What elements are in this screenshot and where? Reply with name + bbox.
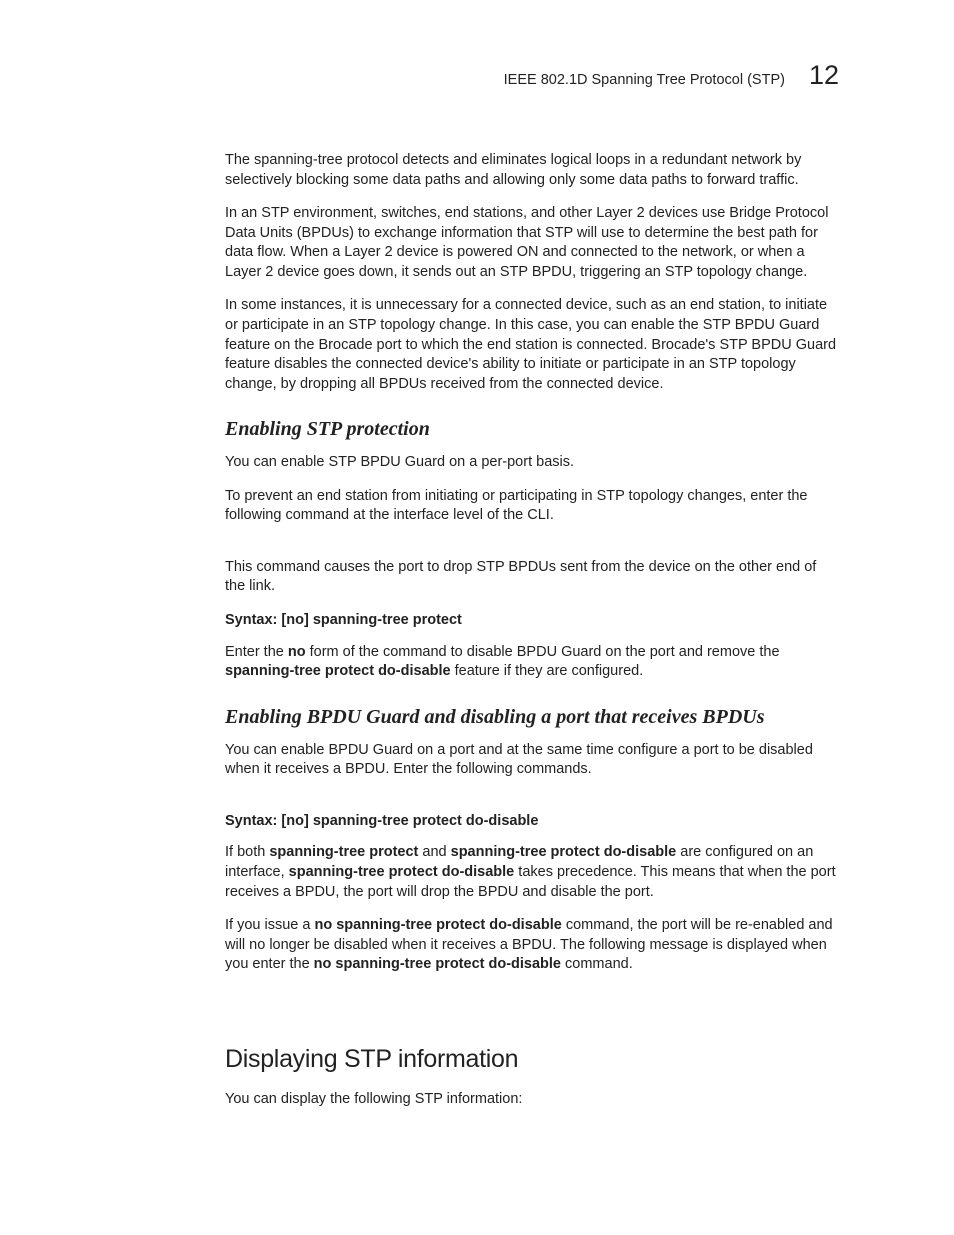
text-fragment: If you issue a bbox=[225, 917, 314, 933]
text-fragment: Enter the bbox=[225, 644, 288, 660]
intro-paragraph-2: In an STP environment, switches, end sta… bbox=[225, 204, 839, 282]
syntax-label: Syntax: bbox=[225, 612, 281, 628]
cli-keyword-no: no bbox=[288, 644, 306, 660]
text-fragment: If both bbox=[225, 844, 269, 860]
page-container: IEEE 802.1D Spanning Tree Protocol (STP)… bbox=[0, 0, 954, 1235]
section-heading-bpdu-guard: Enabling BPDU Guard and disabling a port… bbox=[225, 706, 839, 729]
section-heading-enabling-stp-protection: Enabling STP protection bbox=[225, 418, 839, 441]
sec2-p1: You can enable BPDU Guard on a port and … bbox=[225, 741, 839, 780]
header-title: IEEE 802.1D Spanning Tree Protocol (STP) bbox=[504, 72, 785, 88]
sec1-p2: To prevent an end station from initiatin… bbox=[225, 487, 839, 526]
syntax-command: [no] spanning-tree protect do-disable bbox=[281, 813, 538, 829]
sec3-p1: You can display the following STP inform… bbox=[225, 1090, 839, 1110]
sec2-syntax: Syntax: [no] spanning-tree protect do-di… bbox=[225, 812, 839, 832]
text-fragment: command. bbox=[561, 956, 633, 972]
chapter-number: 12 bbox=[809, 60, 839, 91]
sec1-syntax: Syntax: [no] spanning-tree protect bbox=[225, 611, 839, 631]
spacer bbox=[225, 540, 839, 558]
syntax-label: Syntax: bbox=[225, 813, 281, 829]
cli-command: spanning-tree protect bbox=[269, 844, 418, 860]
cli-command: no spanning-tree protect do-disable bbox=[314, 917, 561, 933]
sec1-p3: This command causes the port to drop STP… bbox=[225, 558, 839, 597]
sec1-p4: Enter the no form of the command to disa… bbox=[225, 643, 839, 682]
running-header: IEEE 802.1D Spanning Tree Protocol (STP)… bbox=[225, 60, 839, 91]
text-fragment: form of the command to disable BPDU Guar… bbox=[306, 644, 780, 660]
intro-paragraph-3: In some instances, it is unnecessary for… bbox=[225, 296, 839, 394]
text-fragment: feature if they are configured. bbox=[451, 663, 644, 679]
cli-command: no spanning-tree protect do-disable bbox=[314, 956, 561, 972]
sec1-p1: You can enable STP BPDU Guard on a per-p… bbox=[225, 453, 839, 473]
intro-paragraph-1: The spanning-tree protocol detects and e… bbox=[225, 151, 839, 190]
syntax-command: [no] spanning-tree protect bbox=[281, 612, 461, 628]
section-heading-displaying-stp: Displaying STP information bbox=[225, 1045, 839, 1074]
cli-command: spanning-tree protect do-disable bbox=[225, 663, 451, 679]
sec2-p3: If you issue a no spanning-tree protect … bbox=[225, 916, 839, 975]
text-fragment: and bbox=[418, 844, 450, 860]
sec2-p2: If both spanning-tree protect and spanni… bbox=[225, 843, 839, 902]
cli-command: spanning-tree protect do-disable bbox=[289, 864, 515, 880]
spacer bbox=[225, 794, 839, 812]
cli-command: spanning-tree protect do-disable bbox=[451, 844, 677, 860]
